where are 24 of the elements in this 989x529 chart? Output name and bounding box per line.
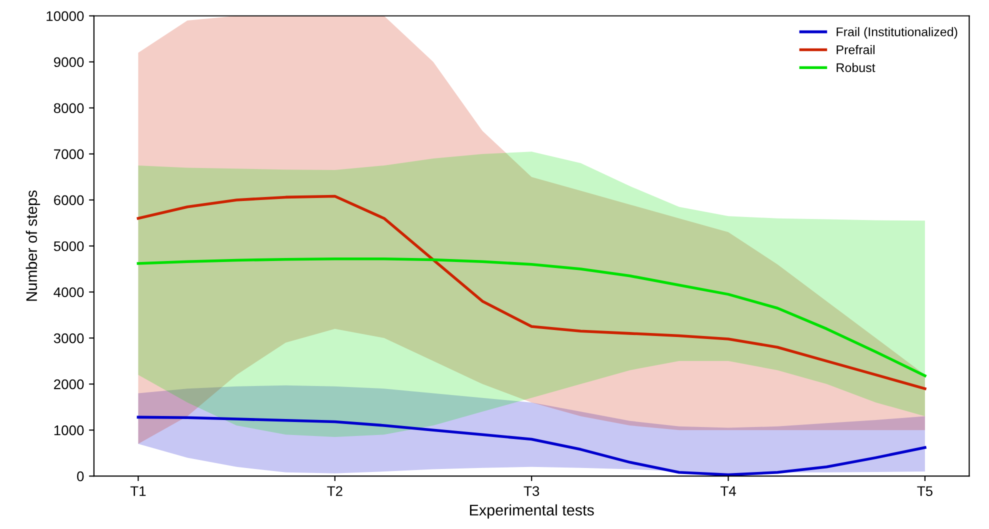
y-tick-label: 8000 xyxy=(54,103,84,114)
line-series xyxy=(136,194,926,390)
legend-label: Robust xyxy=(836,62,876,72)
y-tick-label: 1000 xyxy=(54,425,84,436)
x-tick-label: T1 xyxy=(130,486,146,496)
x-axis-title: Experimental tests xyxy=(470,504,594,519)
y-tick-label: 7000 xyxy=(54,149,84,160)
legend-label: Prefrail xyxy=(836,45,874,54)
y-tick-label: 9000 xyxy=(54,57,84,68)
x-tick-label: T4 xyxy=(720,486,736,496)
y-tick-label: 5000 xyxy=(54,241,84,252)
y-tick-label: 0 xyxy=(77,471,84,482)
y-tick-label: 3000 xyxy=(54,333,84,344)
x-tick-label: T2 xyxy=(327,486,342,496)
line-series xyxy=(136,257,926,378)
line-series xyxy=(136,416,926,476)
x-tick-label: T5 xyxy=(917,486,932,496)
y-tick-label: 10000 xyxy=(46,11,84,22)
y-tick-label: 2000 xyxy=(54,379,84,390)
y-tick-label: 4000 xyxy=(54,287,84,298)
y-tick-label: 6000 xyxy=(54,195,84,206)
legend-label: Frail (Institutionalized) xyxy=(836,27,958,39)
x-tick-label: T3 xyxy=(524,486,540,496)
y-axis-title: Number of steps xyxy=(26,190,40,301)
